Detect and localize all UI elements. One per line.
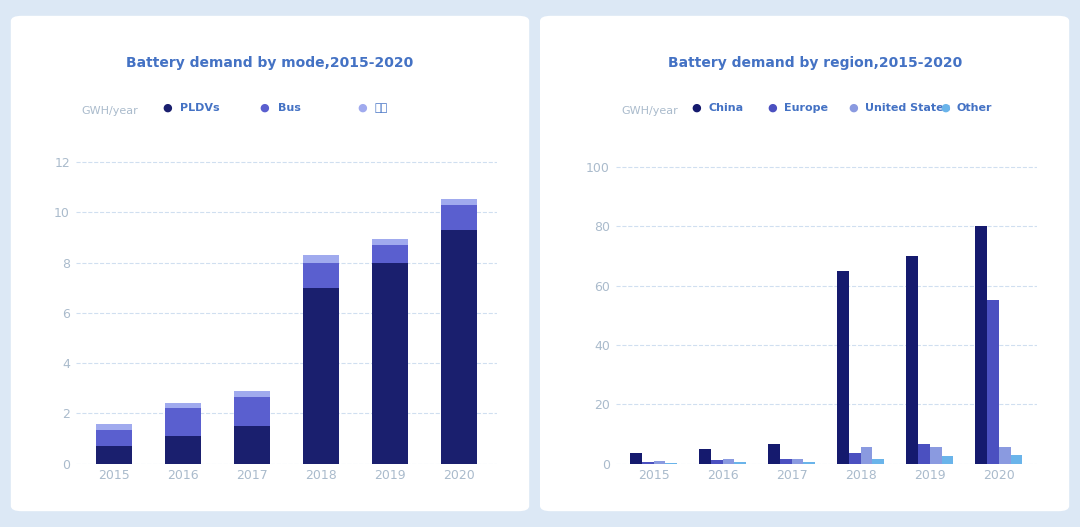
Bar (699, 449, 711, 464)
Bar (302, 288, 339, 464)
Bar (849, 453, 861, 464)
Bar (96, 446, 132, 464)
Bar (642, 462, 653, 464)
Text: Battery demand by region,2015-2020: Battery demand by region,2015-2020 (669, 56, 962, 70)
Bar (1011, 455, 1023, 464)
Bar (233, 391, 270, 397)
Bar (233, 397, 270, 426)
Text: GWH/year: GWH/year (621, 106, 678, 115)
Bar (164, 436, 201, 464)
Bar (372, 262, 408, 464)
Text: Other: Other (957, 103, 993, 113)
Bar (723, 460, 734, 464)
Text: Bus: Bus (278, 103, 300, 113)
Bar (164, 408, 201, 436)
Bar (942, 456, 954, 464)
Bar (999, 447, 1011, 464)
Bar (665, 463, 677, 464)
Text: ●: ● (259, 103, 270, 113)
Bar (164, 404, 201, 408)
Bar (630, 453, 642, 464)
Bar (792, 460, 804, 464)
Bar (861, 447, 873, 464)
Bar (441, 205, 476, 230)
Text: ●: ● (940, 103, 950, 113)
Text: China: China (708, 103, 744, 113)
Text: ●: ● (162, 103, 173, 113)
Text: ●: ● (767, 103, 778, 113)
Bar (302, 262, 339, 288)
Text: United States: United States (865, 103, 950, 113)
Text: ●: ● (691, 103, 702, 113)
Bar (233, 426, 270, 464)
Bar (653, 461, 665, 464)
Bar (96, 430, 132, 446)
Bar (302, 255, 339, 262)
Text: ●: ● (356, 103, 367, 113)
Bar (780, 460, 792, 464)
Bar (734, 462, 746, 464)
Text: GWH/year: GWH/year (81, 106, 138, 115)
Text: PLDVs: PLDVs (180, 103, 220, 113)
Bar (441, 199, 476, 205)
Bar (711, 460, 723, 464)
Bar (768, 444, 780, 464)
Bar (372, 239, 408, 245)
Bar (804, 462, 815, 464)
Bar (441, 230, 476, 464)
Text: Battery demand by mode,2015-2020: Battery demand by mode,2015-2020 (126, 56, 414, 70)
Text: 美国: 美国 (375, 103, 388, 113)
Text: ●: ● (848, 103, 859, 113)
Bar (918, 444, 930, 464)
Text: Europe: Europe (784, 103, 828, 113)
Bar (975, 226, 987, 464)
Bar (987, 300, 999, 464)
Bar (906, 256, 918, 464)
Bar (837, 271, 849, 464)
Bar (372, 245, 408, 262)
Bar (873, 460, 885, 464)
Bar (930, 447, 942, 464)
Bar (96, 424, 132, 430)
